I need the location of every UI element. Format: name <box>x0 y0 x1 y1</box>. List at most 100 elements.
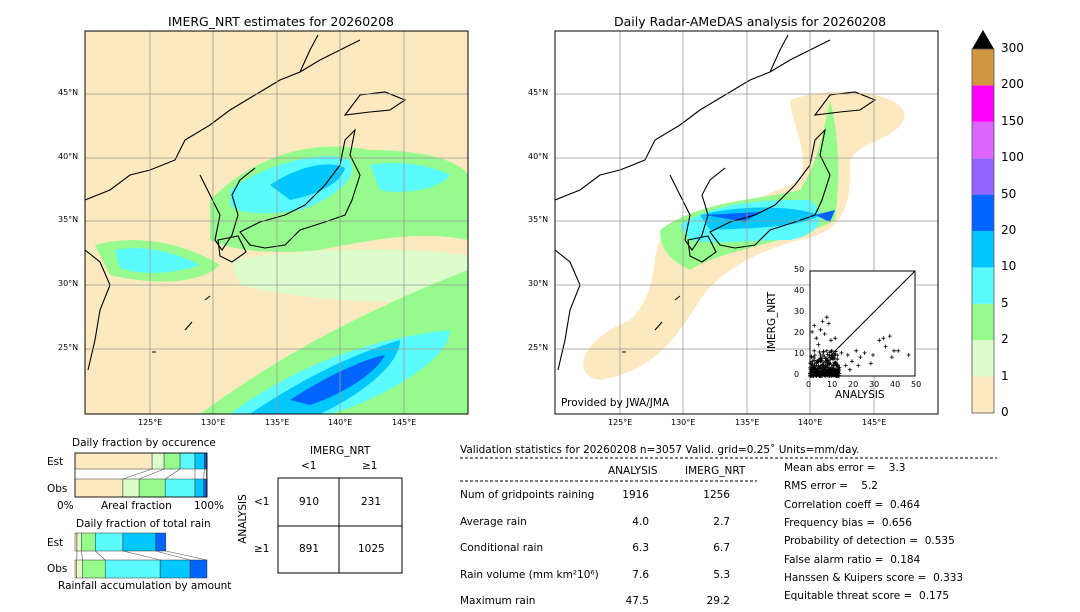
cell-10: 891 <box>299 543 319 555</box>
colorbar-segment <box>972 231 994 267</box>
scatter-xtick: 20 <box>848 380 858 389</box>
lon-tick-label: 145°E <box>862 418 886 427</box>
colorbar-segment <box>972 340 994 376</box>
scatter-xtick: 40 <box>890 380 900 389</box>
tot-est-segment <box>156 533 166 551</box>
tot-connector <box>81 551 82 560</box>
tot-obs-segment <box>77 560 83 578</box>
lat-tick-label: 30°N <box>58 279 78 288</box>
tot-obs-label: Obs <box>47 563 67 575</box>
total-rain-xlabel: Rainfall accumulation by amount <box>58 580 231 592</box>
occ-est-segment <box>180 453 195 469</box>
colorbar-segment <box>972 85 994 121</box>
imerg-map <box>85 31 468 414</box>
tot-est-segment <box>75 533 77 551</box>
lon-tick-label: 140°E <box>798 418 822 427</box>
scatter-ytick: 40 <box>794 286 804 295</box>
row-header-ge1: ≥1 <box>254 543 269 555</box>
score-line: False alarm ratio = 0.184 <box>784 554 920 566</box>
score-line: Frequency bias = 0.656 <box>784 517 912 529</box>
colorbar-segment <box>972 304 994 340</box>
stat-analysis-value: 6.3 <box>615 542 649 554</box>
occ-obs-segment <box>123 479 139 497</box>
colorbar-segment <box>972 267 994 303</box>
lat-tick-label: 45°N <box>528 88 548 97</box>
lon-tick-label: 130°E <box>201 418 225 427</box>
occ-est-segment <box>164 453 180 469</box>
tot-est-label: Est <box>47 537 63 549</box>
occ-tick-100: 100% <box>194 500 224 512</box>
colorbar-tick: 200 <box>1001 77 1024 91</box>
score-line: Correlation coeff = 0.464 <box>784 499 920 511</box>
occ-est-label: Est <box>47 456 63 468</box>
scatter-xlabel: ANALYSIS <box>835 389 885 401</box>
stat-label: Rain volume (mm km²10⁶) <box>460 569 599 581</box>
lon-tick-label: 145°E <box>392 418 416 427</box>
tot-est-segment <box>77 533 81 551</box>
stat-imerg-value: 6.7 <box>696 542 730 554</box>
scatter-xtick: 30 <box>869 380 879 389</box>
lat-tick-label: 30°N <box>528 279 548 288</box>
tot-obs-segment <box>160 560 190 578</box>
colorbar-tick: 150 <box>1001 114 1024 128</box>
tot-est-segment <box>95 533 123 551</box>
stat-imerg-value: 1256 <box>696 489 730 501</box>
contingency-table <box>278 478 402 573</box>
stat-label: Conditional rain <box>460 542 543 554</box>
scatter-xtick: 0 <box>806 380 811 389</box>
score-line: Mean abs error = 3.3 <box>784 462 905 474</box>
score-line: Equitable threat score = 0.175 <box>784 590 949 602</box>
occ-est-segment <box>195 453 204 469</box>
stat-analysis-value: 4.0 <box>615 516 649 528</box>
lon-tick-label: 140°E <box>328 418 352 427</box>
stats-col-imerg: IMERG_NRT <box>685 465 745 477</box>
stats-header: Validation statistics for 20260208 n=305… <box>460 444 860 456</box>
occ-obs-segment <box>195 479 204 497</box>
occurrence-title: Daily fraction by occurence <box>72 437 216 449</box>
stat-analysis-value: 1916 <box>615 489 649 501</box>
tot-obs-segment <box>75 560 77 578</box>
lat-tick-label: 40°N <box>528 152 548 161</box>
scatter-ytick: 0 <box>794 370 799 379</box>
occ-est-segment <box>75 453 152 469</box>
lon-tick-label: 130°E <box>671 418 695 427</box>
col-header-ge1: ≥1 <box>362 460 377 472</box>
radar-map-title: Daily Radar-AMeDAS analysis for 20260208 <box>614 14 886 29</box>
occ-obs-segment <box>165 479 195 497</box>
score-line: Probability of detection = 0.535 <box>784 535 955 547</box>
colorbar-tick: 0 <box>1001 405 1009 419</box>
occ-connector <box>123 469 152 479</box>
stat-analysis-value: 47.5 <box>615 595 649 607</box>
colorbar-tick: 300 <box>1001 41 1024 55</box>
cell-00: 910 <box>299 496 319 508</box>
scatter-ylabel: IMERG_NRT <box>766 292 778 352</box>
colorbar-segment <box>972 195 994 231</box>
table-row-label: ANALYSIS <box>237 494 249 544</box>
scatter-ytick: 30 <box>794 307 804 316</box>
stat-imerg-value: 2.7 <box>696 516 730 528</box>
lon-tick-label: 125°E <box>138 418 162 427</box>
stat-imerg-value: 29.2 <box>696 595 730 607</box>
cell-11: 1025 <box>358 543 385 555</box>
score-line: Hanssen & Kuipers score = 0.333 <box>784 572 963 584</box>
lon-tick-label: 125°E <box>608 418 632 427</box>
occ-tick-0: 0% <box>57 500 74 512</box>
lat-tick-label: 25°N <box>58 343 78 352</box>
lon-tick-label: 135°E <box>735 418 759 427</box>
lon-tick-label: 135°E <box>265 418 289 427</box>
colorbar-tick: 20 <box>1001 223 1016 237</box>
total-rain-title: Daily fraction of total rain <box>76 518 211 530</box>
colorbar-tick: 5 <box>1001 296 1009 310</box>
occ-obs-segment <box>75 479 123 497</box>
colorbar-segment <box>972 377 994 413</box>
colorbar-tick: 10 <box>1001 259 1016 273</box>
colorbar-tick: 100 <box>1001 150 1024 164</box>
lat-tick-label: 45°N <box>58 88 78 97</box>
col-header-lt1: <1 <box>301 460 316 472</box>
colorbar-segment <box>972 158 994 194</box>
stat-analysis-value: 7.6 <box>615 569 649 581</box>
occ-connector <box>139 469 164 479</box>
score-line: RMS error = 5.2 <box>784 480 878 492</box>
imerg-map-title: IMERG_NRT estimates for 20260208 <box>168 14 394 29</box>
tot-connector <box>123 551 160 560</box>
